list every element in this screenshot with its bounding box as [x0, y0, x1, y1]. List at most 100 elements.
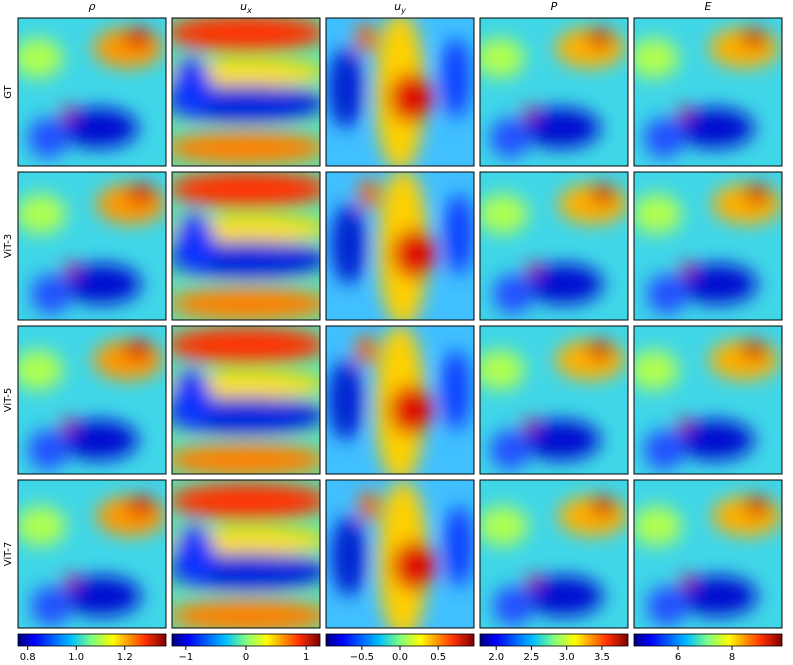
- column-title: ux: [240, 0, 252, 15]
- panel-frame: [633, 17, 783, 167]
- field-image: [172, 18, 320, 166]
- field-image: [634, 172, 782, 320]
- field-blob: [588, 28, 612, 48]
- field-blob: [742, 340, 766, 360]
- panel-frame: [479, 171, 629, 321]
- field-panel: [633, 479, 783, 629]
- field-panel: [325, 325, 475, 475]
- field-blobs: [18, 184, 166, 314]
- panel-frame: [171, 325, 321, 475]
- field-blob: [528, 573, 538, 589]
- field-blob: [634, 194, 682, 234]
- field-blob: [172, 600, 320, 628]
- field-image: [326, 172, 474, 320]
- panel-frame: [325, 325, 475, 475]
- field-blob: [682, 573, 692, 589]
- field-image: [634, 480, 782, 628]
- field-blob: [742, 28, 766, 48]
- field-blob: [175, 526, 215, 586]
- row-label: ViT-7: [3, 542, 14, 567]
- field-image: [172, 326, 320, 474]
- field-blob: [523, 264, 603, 304]
- field-blob: [520, 420, 600, 460]
- field-blobs: [634, 28, 779, 158]
- field-blob: [634, 350, 679, 390]
- row-label: ViT-5: [3, 388, 14, 413]
- field-blobs: [328, 326, 471, 474]
- field-blobs: [328, 18, 471, 166]
- field-blob: [172, 483, 320, 519]
- field-blob: [682, 261, 692, 277]
- field-panel: [325, 479, 475, 629]
- field-blob: [66, 261, 76, 277]
- column-symbol: u: [394, 0, 401, 13]
- field-image: [480, 326, 628, 474]
- column-subscript: x: [246, 6, 252, 15]
- field-blob: [441, 38, 471, 118]
- field-blob: [490, 430, 530, 470]
- field-image: [634, 326, 782, 474]
- field-blob: [520, 108, 600, 148]
- field-blob: [172, 172, 320, 207]
- row-label: GT: [3, 84, 14, 98]
- row-label: ViT-3: [3, 234, 14, 259]
- field-blob: [480, 38, 525, 78]
- field-image: [326, 480, 474, 628]
- colorbar: [171, 633, 321, 647]
- field-panel: [479, 479, 629, 629]
- column-title: uy: [394, 0, 406, 15]
- colorbar: [17, 633, 167, 647]
- column-title: ρ: [89, 0, 96, 13]
- field-blob: [441, 350, 471, 430]
- field-blobs: [634, 184, 782, 314]
- field-image: [18, 18, 166, 166]
- field-blob: [679, 417, 689, 433]
- colorbar-tick-label: 0.0: [392, 652, 408, 661]
- colorbar: [325, 633, 475, 647]
- field-blob: [175, 214, 215, 274]
- field-panel: [17, 171, 167, 321]
- colorbar-tick-label: 2.5: [523, 652, 539, 661]
- field-blob: [31, 274, 71, 314]
- field-blob: [389, 385, 433, 435]
- field-blob: [123, 340, 153, 360]
- field-panel: [171, 479, 321, 629]
- panel-frame: [325, 479, 475, 629]
- panel-frame: [633, 171, 783, 321]
- field-blob: [525, 417, 535, 433]
- field-image: [480, 480, 628, 628]
- field-blob: [523, 576, 603, 616]
- field-blob: [63, 417, 73, 433]
- field-image: [326, 18, 474, 166]
- column-symbol: u: [240, 0, 247, 13]
- panel-frame: [17, 479, 167, 629]
- field-blob: [647, 586, 687, 626]
- field-blob: [679, 105, 689, 121]
- field-blob: [63, 105, 73, 121]
- panel-frame: [171, 171, 321, 321]
- field-blob: [634, 506, 682, 546]
- field-blob: [331, 204, 367, 284]
- field-blob: [18, 350, 63, 390]
- column-symbol: P: [551, 0, 558, 13]
- panel-frame: [171, 479, 321, 629]
- colorbar-tick-label: −1: [178, 652, 193, 661]
- field-blobs: [331, 480, 474, 628]
- column-title: P: [551, 0, 558, 13]
- field-blob: [172, 327, 320, 363]
- field-blob: [331, 516, 367, 596]
- field-blobs: [18, 340, 163, 470]
- panel-frame: [479, 17, 629, 167]
- field-blobs: [172, 172, 320, 320]
- panel-frame: [633, 325, 783, 475]
- field-blob: [28, 118, 68, 158]
- field-blobs: [480, 496, 628, 626]
- field-panel: [633, 171, 783, 321]
- field-blob: [328, 48, 364, 128]
- field-panel: [17, 17, 167, 167]
- field-blob: [480, 506, 528, 546]
- field-blob: [18, 194, 66, 234]
- field-blob: [591, 184, 615, 204]
- field-blob: [677, 576, 757, 616]
